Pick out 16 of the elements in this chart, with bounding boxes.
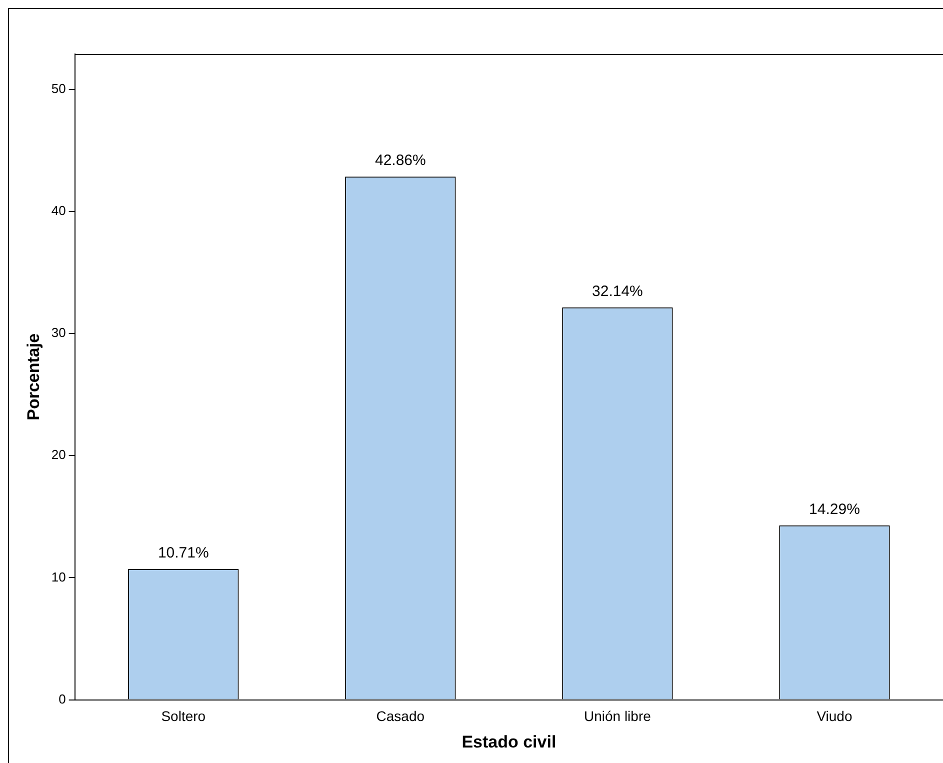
data-label: 42.86% [374, 152, 426, 170]
data-label: 32.14% [592, 283, 643, 300]
y-tick-label: 10 [51, 569, 66, 584]
data-label: 10.71% [158, 544, 209, 562]
y-tick-label: 40 [51, 203, 66, 218]
x-axis-title: Estado civil [462, 732, 556, 752]
x-tick-label: Casado [376, 708, 425, 724]
x-tick-label: Viudo [816, 708, 852, 724]
y-tick-label: 20 [51, 447, 66, 462]
y-tick-label: 0 [58, 691, 66, 706]
y-tick-label: 30 [51, 325, 66, 340]
x-tick-label: Soltero [161, 708, 206, 724]
y-axis-title: Porcentaje [24, 333, 43, 420]
x-tick-label: Unión libre [584, 708, 652, 724]
y-tick-label: 50 [51, 80, 66, 96]
data-label: 14.29% [809, 500, 860, 518]
